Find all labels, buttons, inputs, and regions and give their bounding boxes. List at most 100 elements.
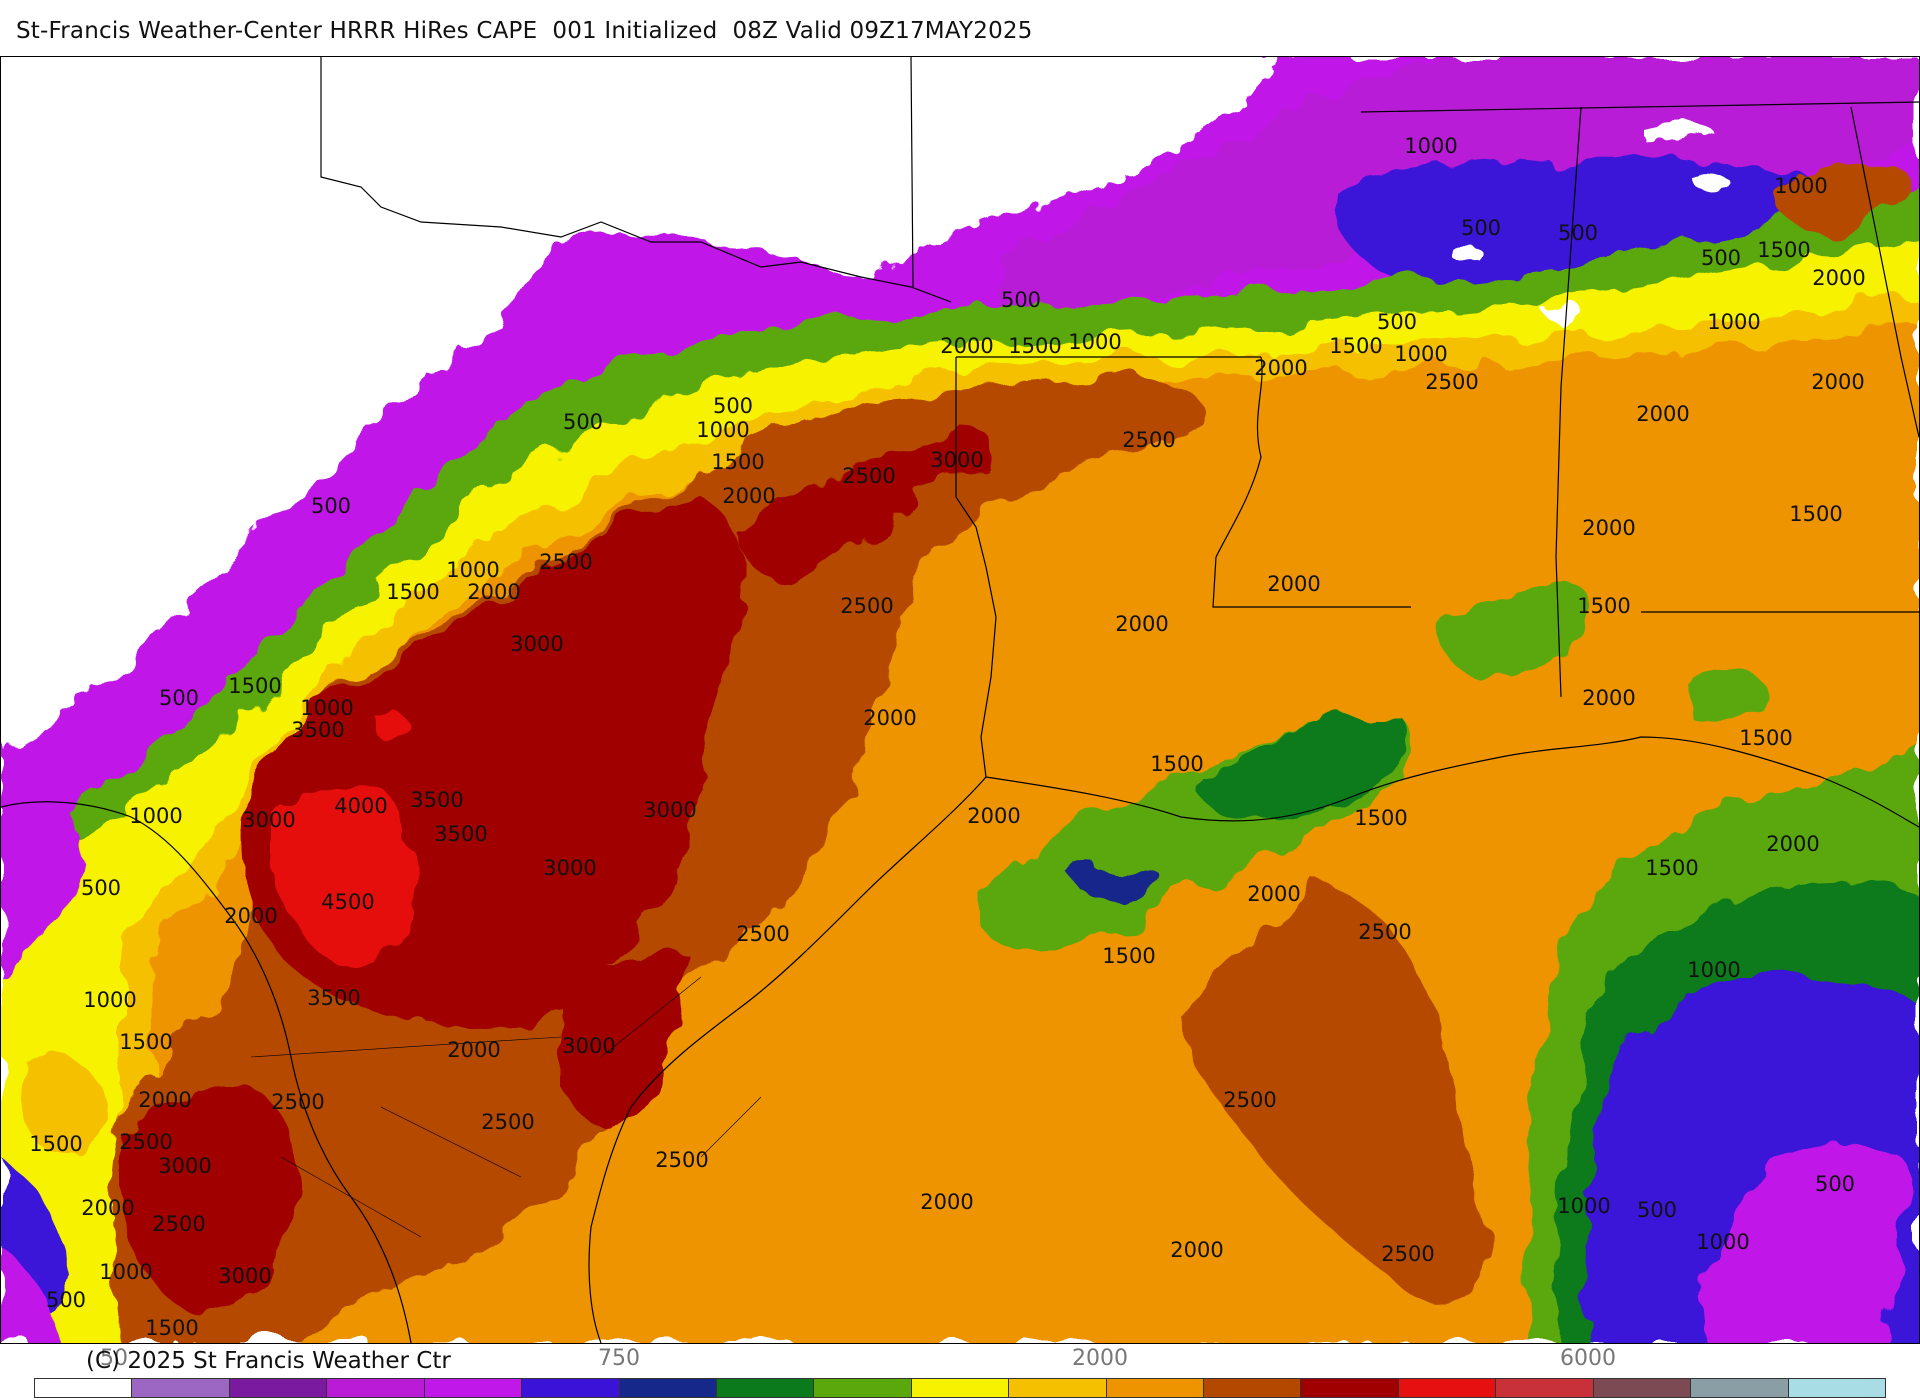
- contour-label: 2000: [1582, 516, 1635, 540]
- state-border-tx-la: [955, 357, 997, 778]
- colorbar-segment: [229, 1379, 328, 1397]
- contour-label: 500: [159, 686, 199, 710]
- map-title: St-Francis Weather-Center HRRR HiRes CAP…: [16, 18, 1033, 44]
- contour-label: 3000: [543, 856, 596, 880]
- contour-label: 500: [713, 394, 753, 418]
- contour-label: 1500: [1645, 856, 1698, 880]
- copyright-text: (C) 2025 St Francis Weather Ctr: [86, 1348, 451, 1374]
- cape-band-green-east: [1441, 584, 1588, 680]
- colorbar-segment: [327, 1379, 425, 1397]
- contour-label: 1500: [119, 1030, 172, 1054]
- colorbar-segment: [1788, 1379, 1886, 1397]
- contour-label: 3000: [218, 1264, 271, 1288]
- cape-band-gold-southwest: [21, 1050, 111, 1155]
- contour-label: 3000: [158, 1154, 211, 1178]
- contour-label: 2000: [1170, 1238, 1223, 1262]
- boundary-lines: [1, 57, 1919, 1343]
- contour-label: 2000: [1115, 612, 1168, 636]
- cape-band-darkred-coast: [561, 954, 693, 1125]
- contour-label: 1500: [1577, 594, 1630, 618]
- colorbar-segment: [1301, 1379, 1399, 1397]
- colorbar-tick-label: 750: [598, 1346, 640, 1371]
- contour-label: 4500: [321, 890, 374, 914]
- contour-label: 2000: [1254, 356, 1307, 380]
- contour-label: 2500: [152, 1212, 205, 1236]
- contour-label: 3500: [434, 822, 487, 846]
- contour-label: 2500: [539, 550, 592, 574]
- contour-label: 1000: [129, 804, 182, 828]
- contour-label: 1000: [83, 988, 136, 1012]
- cape-band-brown-northeast: [1779, 163, 1903, 237]
- contour-label: 1500: [1739, 726, 1792, 750]
- contour-label: 2500: [842, 464, 895, 488]
- gulf-coast-la: [985, 736, 1919, 828]
- colorbar-tick-label: 50: [100, 1346, 128, 1371]
- colorbar-segment: [1398, 1379, 1497, 1397]
- state-border-ms-tn: [1360, 101, 1919, 113]
- contour-label: 1500: [1008, 334, 1061, 358]
- contour-label: 2000: [1766, 832, 1819, 856]
- contour-label: 2000: [1267, 572, 1320, 596]
- no-cape-holes: [1450, 121, 1734, 322]
- contour-label: 2500: [119, 1130, 172, 1154]
- contour-label: 500: [1461, 216, 1501, 240]
- contour-label: 500: [563, 410, 603, 434]
- contour-label: 1000: [1774, 174, 1827, 198]
- contour-label: 1000: [300, 696, 353, 720]
- contour-label: 3500: [410, 788, 463, 812]
- cape-band-green-ne: [1681, 666, 1771, 728]
- contour-label: 1000: [1696, 1230, 1749, 1254]
- contour-label: 500: [311, 494, 351, 518]
- colorbar-segment: [1496, 1379, 1594, 1397]
- contour-label: 2000: [1812, 266, 1865, 290]
- contour-label: 1000: [1707, 310, 1760, 334]
- contour-label: 1500: [145, 1316, 198, 1340]
- colorbar-segment: [911, 1379, 1010, 1397]
- contour-label: 1000: [1404, 134, 1457, 158]
- contour-label: 2500: [1358, 920, 1411, 944]
- colorbar-segment: [522, 1379, 620, 1397]
- cape-band-violet-southwest: [1, 1247, 61, 1343]
- contour-label: 2000: [863, 706, 916, 730]
- state-border-al-ga: [1850, 106, 1919, 438]
- contour-label: 3500: [307, 986, 360, 1010]
- contour-label: 500: [1377, 310, 1417, 334]
- contour-label: 1500: [1102, 944, 1155, 968]
- colorbar-tick-label: 6000: [1560, 1346, 1616, 1371]
- colorbar-segment: [132, 1379, 230, 1397]
- contour-label: 1500: [1757, 238, 1810, 262]
- contour-label: 2000: [967, 804, 1020, 828]
- cape-band-red-core: [276, 783, 415, 970]
- contour-label: 1000: [1687, 958, 1740, 982]
- contour-label: 3000: [930, 448, 983, 472]
- contour-label: 2000: [447, 1038, 500, 1062]
- contour-label: 2000: [1582, 686, 1635, 710]
- contour-label: 500: [1637, 1198, 1677, 1222]
- contour-label: 2000: [81, 1196, 134, 1220]
- contour-label: 1500: [1789, 502, 1842, 526]
- cape-band-violet-se: [1701, 1143, 1905, 1343]
- contour-label: 1500: [228, 674, 281, 698]
- contour-label: 2000: [722, 484, 775, 508]
- contour-label: 1500: [1354, 806, 1407, 830]
- contour-label: 2500: [1425, 370, 1478, 394]
- contour-label: 2000: [224, 904, 277, 928]
- contour-label: 500: [1001, 288, 1041, 312]
- contour-label: 4000: [334, 794, 387, 818]
- cape-band-darkred-south: [121, 1084, 295, 1317]
- colorbar-segment: [716, 1379, 815, 1397]
- state-border-la-ms: [1212, 556, 1411, 608]
- contour-label: 2000: [1811, 370, 1864, 394]
- colorbar-segment: [814, 1379, 912, 1397]
- no-cape-area: [1, 57, 1281, 747]
- county-lines: [250, 976, 762, 1238]
- colorbar-segment: [424, 1379, 523, 1397]
- state-border-ok-ar: [910, 57, 914, 288]
- contour-label: 2000: [920, 1190, 973, 1214]
- state-border-ok-tx: [320, 57, 952, 303]
- contour-label: 2500: [481, 1110, 534, 1134]
- contour-label: 3000: [510, 632, 563, 656]
- state-border-ar-ms: [1215, 356, 1263, 558]
